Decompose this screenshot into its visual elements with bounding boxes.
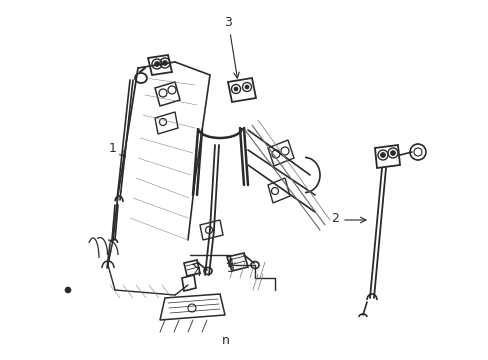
Text: n: n — [222, 333, 229, 346]
Text: 4: 4 — [193, 266, 201, 279]
Circle shape — [162, 60, 167, 66]
Text: 1: 1 — [109, 141, 117, 154]
Circle shape — [234, 87, 238, 91]
Circle shape — [154, 62, 159, 67]
Circle shape — [390, 150, 395, 156]
Text: 2: 2 — [330, 211, 338, 225]
Text: 5: 5 — [226, 261, 235, 274]
Circle shape — [65, 287, 71, 293]
Circle shape — [244, 85, 248, 89]
Circle shape — [380, 153, 385, 158]
Text: 3: 3 — [224, 15, 231, 28]
